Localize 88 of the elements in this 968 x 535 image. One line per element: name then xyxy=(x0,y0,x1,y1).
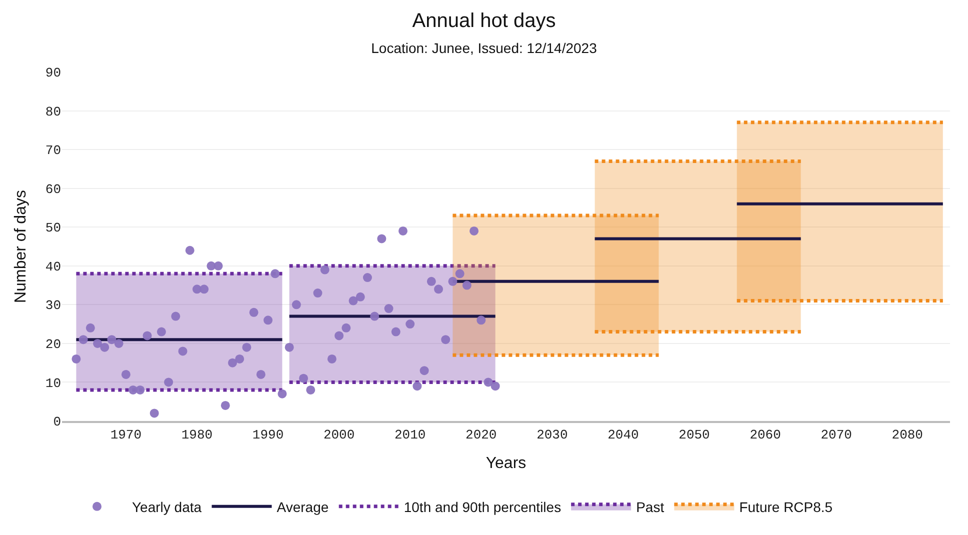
point xyxy=(121,370,130,379)
point xyxy=(406,320,415,329)
point xyxy=(391,327,400,336)
x-tick-label: 2030 xyxy=(536,428,568,443)
point xyxy=(441,335,450,344)
y-tick-label: 50 xyxy=(45,220,61,236)
point xyxy=(93,338,102,348)
point xyxy=(156,327,166,336)
point xyxy=(72,354,81,364)
point xyxy=(86,323,95,332)
chart-title: Annual hot days xyxy=(412,10,556,32)
point xyxy=(490,382,500,391)
point xyxy=(292,300,301,310)
point xyxy=(398,226,408,236)
point xyxy=(334,331,344,340)
point xyxy=(78,335,88,344)
point xyxy=(270,269,280,278)
legend-label: 10th and 90th percentiles xyxy=(404,498,562,515)
point xyxy=(484,378,493,387)
x-tick-label: 2080 xyxy=(892,428,923,443)
x-axis-title: Years xyxy=(486,454,526,472)
x-tick-label: 1970 xyxy=(110,428,142,443)
point xyxy=(426,276,436,286)
y-tick-label: 90 xyxy=(45,66,61,81)
legend-label: Future RCP8.5 xyxy=(739,498,833,515)
legend-label: Past xyxy=(636,498,664,515)
y-tick-label: 60 xyxy=(45,182,61,197)
point xyxy=(306,385,316,394)
y-tick-label: 80 xyxy=(45,104,61,120)
point xyxy=(362,273,372,282)
x-tick-label: 2020 xyxy=(466,428,497,443)
point xyxy=(228,358,237,368)
y-tick-label: 0 xyxy=(53,414,61,430)
point xyxy=(420,366,429,376)
point xyxy=(142,331,152,340)
point xyxy=(284,342,294,352)
point xyxy=(370,312,380,321)
point xyxy=(476,316,486,325)
point xyxy=(220,400,230,410)
point xyxy=(235,354,244,364)
point xyxy=(256,370,266,379)
point xyxy=(455,269,464,278)
point xyxy=(320,265,330,274)
point xyxy=(278,389,287,398)
y-tick-label: 70 xyxy=(45,143,61,158)
point xyxy=(356,292,365,302)
chart-subtitle: Location: Junee, Issued: 12/14/2023 xyxy=(371,40,598,56)
x-tick-label: 2050 xyxy=(678,428,710,443)
point xyxy=(342,323,351,332)
point xyxy=(185,246,194,255)
point xyxy=(114,338,124,348)
x-tick-label: 2040 xyxy=(608,428,639,443)
legend-label: Yearly data xyxy=(132,498,202,515)
point xyxy=(136,385,145,394)
point xyxy=(249,308,258,317)
x-tick-label: 1980 xyxy=(181,428,213,443)
point xyxy=(200,284,209,294)
y-tick-label: 40 xyxy=(45,259,61,274)
point xyxy=(164,378,174,387)
point xyxy=(348,296,358,306)
point xyxy=(462,280,472,290)
y-tick-label: 20 xyxy=(45,336,61,352)
point xyxy=(150,408,159,418)
point xyxy=(214,261,223,270)
point xyxy=(470,226,479,236)
point xyxy=(384,304,394,314)
point xyxy=(107,335,116,344)
point xyxy=(171,312,180,321)
point xyxy=(377,234,386,244)
y-tick-label: 30 xyxy=(45,298,61,314)
point xyxy=(242,342,252,352)
point xyxy=(178,346,188,356)
x-tick-label: 2010 xyxy=(394,428,426,443)
x-tick-label: 2070 xyxy=(820,428,852,443)
x-tick-label: 2060 xyxy=(750,428,781,443)
x-tick-label: 1990 xyxy=(252,428,284,443)
x-tick-label: 2000 xyxy=(323,428,355,443)
y-axis-title: Number of days xyxy=(12,190,30,303)
point xyxy=(448,276,458,286)
point xyxy=(313,288,322,298)
point xyxy=(299,374,308,383)
point xyxy=(327,354,336,364)
point xyxy=(264,316,273,325)
point xyxy=(412,382,422,391)
point xyxy=(100,342,110,352)
y-tick-label: 10 xyxy=(45,376,61,391)
legend-label: Average xyxy=(276,498,329,515)
point xyxy=(434,284,444,294)
